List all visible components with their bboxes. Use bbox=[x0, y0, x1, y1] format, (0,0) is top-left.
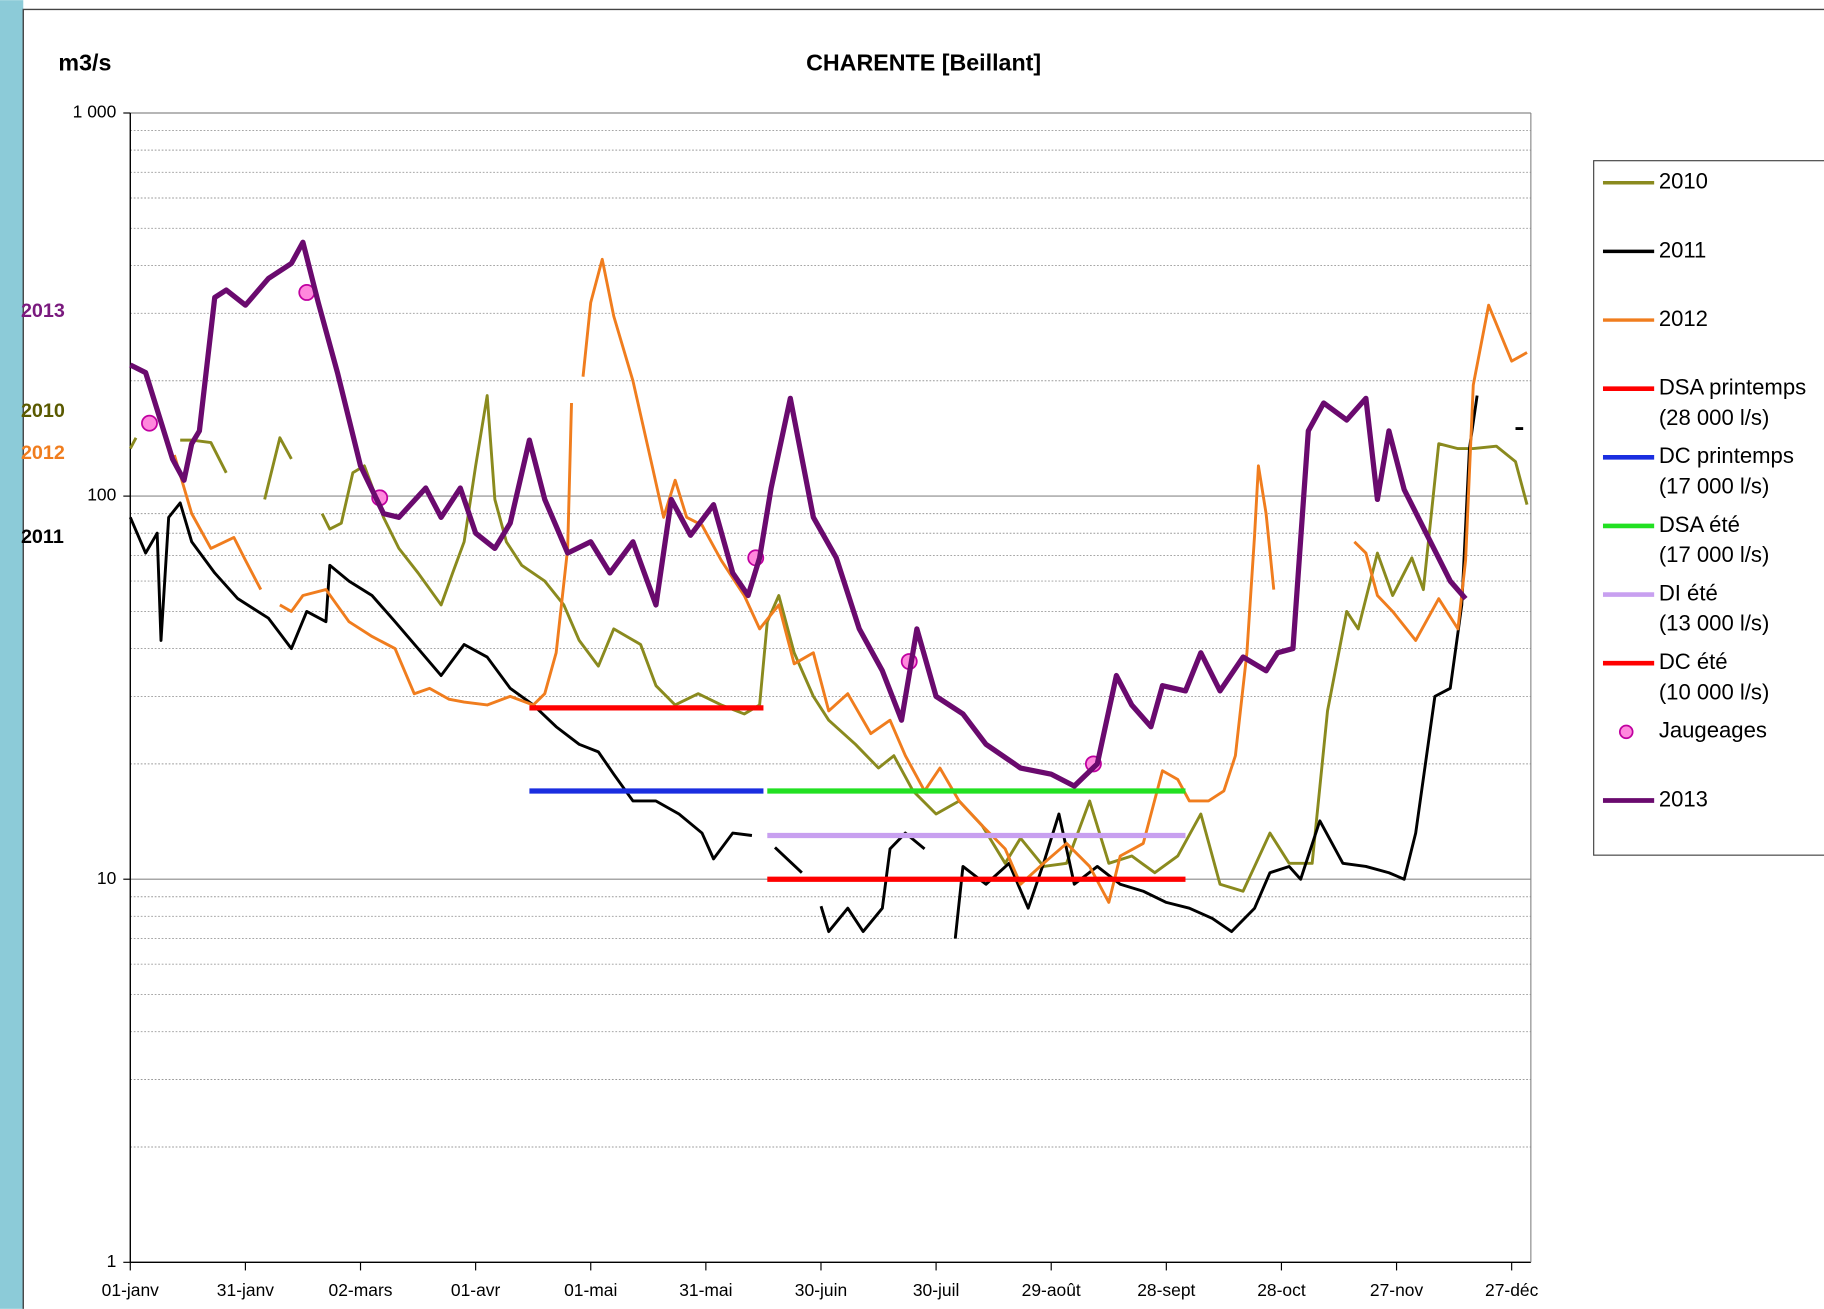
legend-label: DSA été bbox=[1659, 512, 1740, 537]
legend: 2010 2011 2012 DSA printemps (28 000 l/s) DC … bbox=[1593, 160, 1824, 856]
legend-label: DC été bbox=[1659, 649, 1728, 674]
x-tick-label: 31-mai bbox=[679, 1280, 732, 1300]
legend-label: DSA printemps bbox=[1659, 375, 1806, 400]
chart-title: CHARENTE [Beillant] bbox=[806, 49, 1041, 75]
y-tick-label: 1 000 bbox=[73, 102, 117, 122]
series-line bbox=[128, 395, 1524, 939]
x-tick-label: 27-nov bbox=[1370, 1280, 1424, 1300]
legend-label: 2010 bbox=[1659, 169, 1708, 194]
annotation: 2010 bbox=[21, 400, 65, 422]
annotation: 2011 bbox=[21, 526, 64, 548]
x-tick-label: 02-mars bbox=[329, 1280, 393, 1300]
x-tick-label: 01-avr bbox=[451, 1280, 501, 1300]
legend-label: (10 000 l/s) bbox=[1659, 679, 1770, 704]
x-tick-label: 28-sept bbox=[1137, 1280, 1195, 1300]
legend-label: DC printemps bbox=[1659, 443, 1794, 468]
grid: 1 10 100 1 000 01-janv 31-janv 02-mars 01-avr 01… bbox=[73, 102, 1539, 1300]
series-line bbox=[128, 394, 1529, 893]
x-tick-label: 28-oct bbox=[1257, 1280, 1306, 1300]
legend-label: (28 000 l/s) bbox=[1659, 405, 1770, 430]
y-tick-label: 1 bbox=[107, 1251, 117, 1271]
y-axis-label: m3/s bbox=[58, 49, 111, 75]
x-tick-label: 01-mai bbox=[564, 1280, 617, 1300]
series-line bbox=[129, 239, 1468, 789]
x-tick-label: 31-janv bbox=[217, 1280, 274, 1300]
plot bbox=[128, 239, 1529, 939]
series-line bbox=[172, 257, 1528, 904]
x-tick-label: 30-juin bbox=[795, 1280, 847, 1300]
legend-box bbox=[1593, 160, 1824, 856]
legend-label: (17 000 l/s) bbox=[1659, 542, 1770, 567]
legend-label: Jaugeages bbox=[1659, 718, 1767, 743]
legend-label: 2012 bbox=[1659, 306, 1708, 331]
x-tick-label: 27-déc bbox=[1485, 1280, 1539, 1300]
legend-label: (13 000 l/s) bbox=[1659, 611, 1770, 636]
legend-label: (17 000 l/s) bbox=[1659, 473, 1770, 498]
legend-marker bbox=[1618, 724, 1634, 740]
y-tick-label: 100 bbox=[87, 485, 116, 505]
legend-label: DI été bbox=[1659, 580, 1718, 605]
gauging-point bbox=[141, 414, 158, 432]
x-tick-label: 29-août bbox=[1022, 1280, 1081, 1300]
x-tick-label: 30-juil bbox=[913, 1280, 960, 1300]
y-tick-label: 10 bbox=[97, 868, 117, 888]
x-tick-label: 01-janv bbox=[102, 1280, 159, 1300]
frame bbox=[22, 8, 1824, 1309]
page-edge bbox=[0, 0, 24, 1309]
legend-label: 2011 bbox=[1659, 237, 1707, 262]
annotation: 2013 bbox=[21, 300, 65, 322]
legend-label: 2013 bbox=[1659, 786, 1708, 811]
annotation: 2012 bbox=[21, 442, 65, 464]
